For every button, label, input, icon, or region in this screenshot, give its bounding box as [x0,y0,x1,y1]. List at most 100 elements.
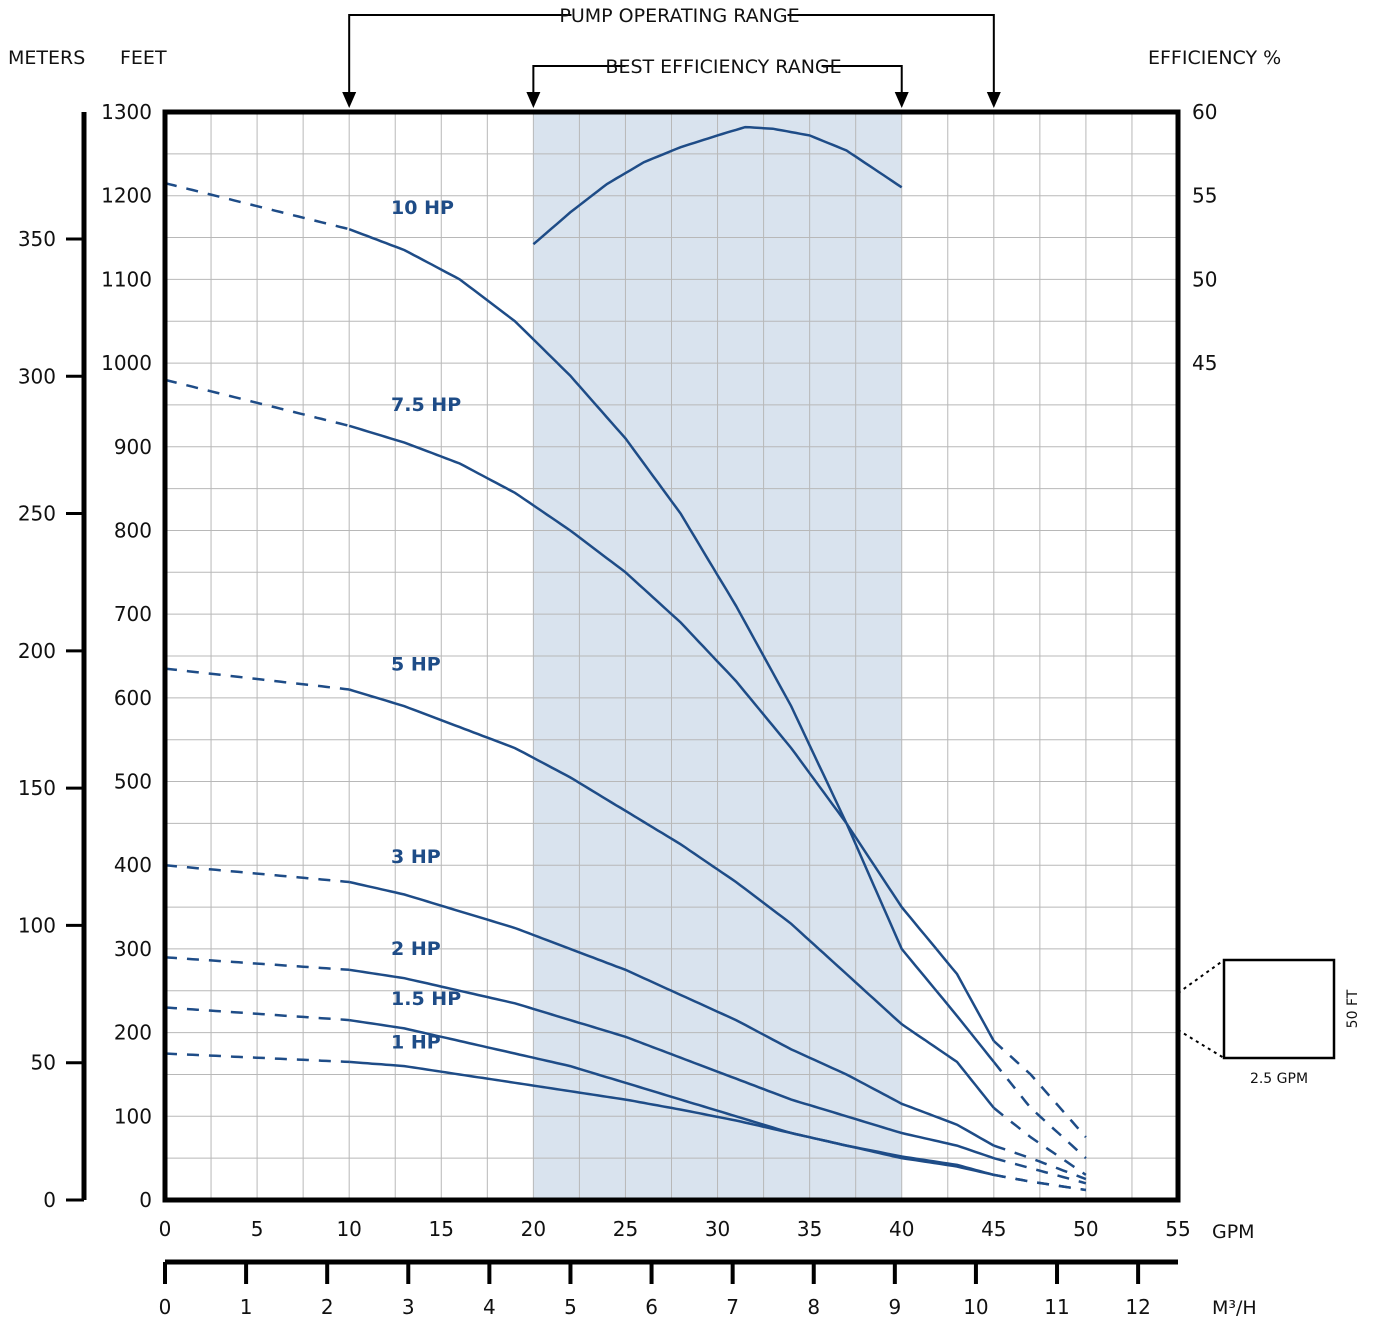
feet-tick-label: 500 [114,770,152,794]
feet-tick-label: 400 [114,853,152,877]
efficiency-tick-label: 45 [1192,351,1217,375]
curve-dashed-segment [164,1006,350,1022]
gpm-tick-label: 25 [613,1217,638,1241]
feet-tick-label: 200 [114,1021,152,1045]
feet-tick-label: 1200 [101,184,152,208]
plot-frame [162,109,1181,1203]
feet-tick-label: 900 [114,435,152,459]
m3h-tick-label: 12 [1125,1295,1150,1319]
efficiency-ticks: 45 50 55 60 [1192,100,1217,375]
gpm-axis-title: GPM [1212,1221,1255,1243]
curve-dashed-segment [993,1173,1087,1192]
arrow-down-icon [986,92,1001,108]
series-label: 7.5 HP [391,394,461,416]
arrow-down-icon [342,92,357,108]
gpm-tick-label: 55 [1165,1217,1190,1241]
performance-curves: 10 HP 7.5 HP 5 HP 3 HP 2 HP 1.5 HP 1 HP [164,125,1087,1192]
m3h-tick-label: 7 [726,1295,739,1319]
gpm-tick-label: 50 [1073,1217,1098,1241]
meters-axis-title: METERS [8,47,85,69]
curve-solid-segment [348,880,995,1147]
curve-dashed-segment [164,863,350,884]
feet-tick-label: 800 [114,518,152,542]
curve-dashed-segment [992,1061,1087,1160]
pump-operating-range-label: PUMP OPERATING RANGE [559,5,799,27]
curve-dashed-segment [164,956,350,972]
curve-solid-segment [348,688,995,1109]
curve-dashed-segment [164,378,350,428]
efficiency-tick-label: 50 [1192,267,1217,291]
arrow-down-icon [894,92,909,108]
gpm-tick-label: 5 [251,1217,264,1241]
series-label: 5 HP [391,653,441,675]
m3h-tick-label: 9 [888,1295,901,1319]
series-label: 10 HP [391,197,454,219]
m3h-axis-title: M³/H [1212,1297,1257,1319]
meters-tick-label: 350 [18,227,56,251]
feet-tick-label: 1300 [101,100,152,124]
efficiency-axis-title: EFFICIENCY % [1148,47,1281,69]
feet-tick-label: 300 [114,937,152,961]
m3h-tick-label: 6 [645,1295,658,1319]
range-annotations: PUMP OPERATING RANGE BEST EFFICIENCY RAN… [342,3,1001,108]
feet-axis-title: FEET [120,47,167,69]
curve-solid-segment [348,424,995,1042]
meters-tick-label: 150 [18,776,56,800]
efficiency-curve [532,125,903,246]
feet-tick-label: 700 [114,602,152,626]
scale-box-width-label: 2.5 GPM [1250,1071,1308,1087]
m3h-tick-label: 0 [159,1295,172,1319]
gpm-tick-label: 35 [797,1217,822,1241]
scale-box-rect [1222,958,1336,1060]
feet-tick-label: 0 [139,1188,152,1212]
gpm-tick-label: 15 [429,1217,454,1241]
feet-tick-label: 600 [114,686,152,710]
curve-dashed-segment [993,1156,1087,1185]
m3h-tick-label: 2 [321,1295,334,1319]
gpm-tick-label: 40 [889,1217,914,1241]
curve-solid-segment [348,228,995,1063]
curve-dashed-segment [164,667,350,691]
m3h-ticks: 0 1 2 3 4 5 6 7 8 9 10 11 12 [159,1259,1178,1319]
curve-dashed-segment [992,1040,1087,1139]
meters-tick-label: 0 [43,1188,56,1212]
curve-solid-segment [349,1060,995,1177]
feet-ticks: 0 100 200 300 400 500 600 700 800 900 1000 1100 1200… [101,100,152,1212]
m3h-tick-label: 8 [807,1295,820,1319]
efficiency-tick-label: 55 [1192,184,1217,208]
m3h-tick-label: 5 [564,1295,577,1319]
feet-tick-label: 1100 [101,267,152,291]
feet-tick-label: 100 [114,1104,152,1128]
m3h-tick-label: 11 [1044,1295,1069,1319]
series-label: 1 HP [391,1032,441,1054]
gpm-tick-label: 45 [981,1217,1006,1241]
m3h-tick-label: 1 [240,1295,253,1319]
gpm-tick-label: 30 [705,1217,730,1241]
m3h-tick-label: 10 [963,1295,988,1319]
meters-tick-label: 200 [18,639,56,663]
curve-dashed-segment [164,181,350,231]
scale-box-connector [1177,1029,1225,1059]
best-efficiency-range-label: BEST EFFICIENCY RANGE [605,56,841,78]
scale-box-height-label: 50 FT [1345,989,1361,1028]
series-label: 2 HP [391,938,441,960]
gpm-ticks: 0 5 10 15 20 25 30 35 40 45 50 55 [159,1217,1191,1241]
series-label: 1.5 HP [391,988,461,1010]
curve-dashed-segment [164,1052,350,1064]
meters-tick-label: 100 [18,913,56,937]
scale-box-connector [1177,959,1225,994]
curve-solid-segment [349,968,995,1160]
meters-tick-label: 250 [18,502,56,526]
m3h-tick-label: 4 [483,1295,496,1319]
meters-ticks: 0 50 100 150 200 250 300 350 [18,112,87,1212]
meters-tick-label: 50 [31,1051,56,1075]
grid [165,112,1178,1200]
m3h-tick-label: 3 [402,1295,415,1319]
series-label: 3 HP [391,846,441,868]
gpm-tick-label: 20 [521,1217,546,1241]
arrow-down-icon [526,92,541,108]
efficiency-tick-label: 60 [1192,100,1217,124]
gpm-tick-label: 0 [159,1217,172,1241]
feet-tick-label: 1000 [101,351,152,375]
